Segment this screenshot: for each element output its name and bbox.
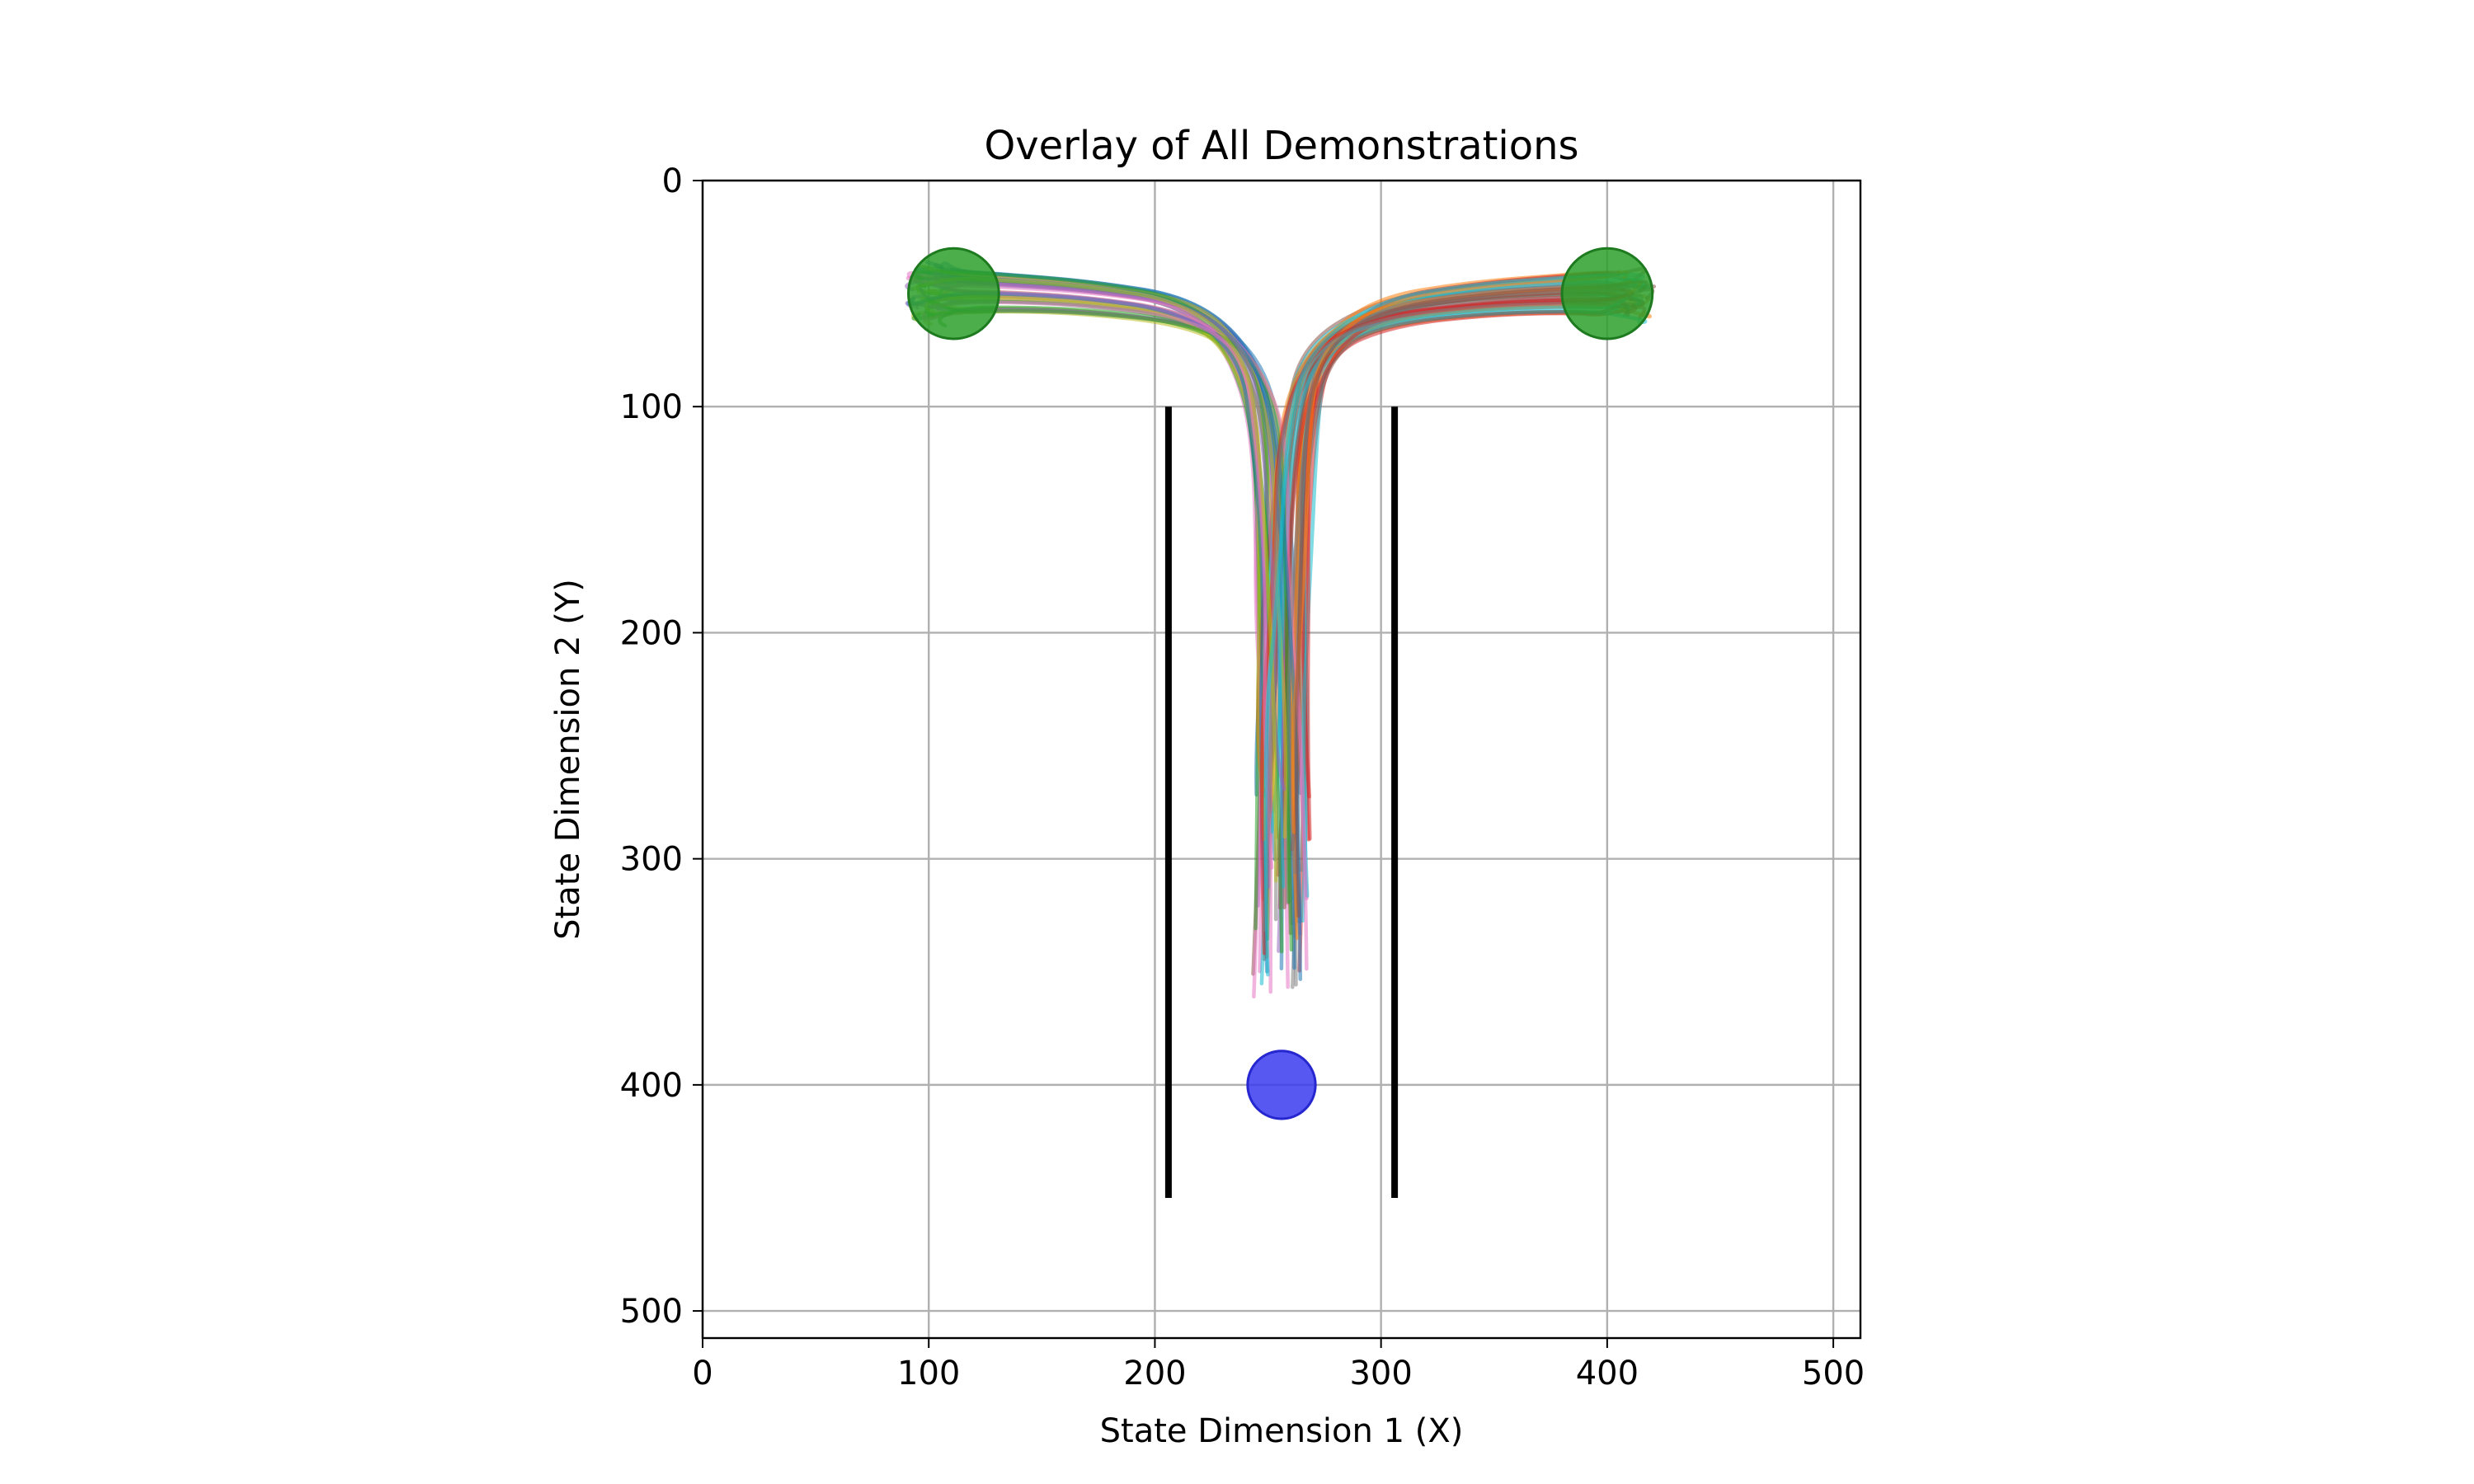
trajectory-line xyxy=(1299,298,1627,872)
y-tick-label: 300 xyxy=(620,841,683,879)
trajectory-line xyxy=(927,289,1272,791)
trajectory-line xyxy=(916,267,1265,797)
trajectory-line xyxy=(1291,270,1630,834)
trajectory-line xyxy=(924,299,1265,798)
trajectory-line xyxy=(936,295,1290,989)
trajectory-line xyxy=(928,298,1294,952)
trajectory-line xyxy=(916,289,1271,829)
trajectory-line xyxy=(911,307,1273,942)
trajectory-line xyxy=(1291,284,1633,989)
trajectory-line xyxy=(1264,292,1651,959)
y-tick-label: 500 xyxy=(620,1293,683,1331)
trajectory-line xyxy=(929,300,1274,870)
trajectory-line xyxy=(912,273,1267,908)
trajectory-line xyxy=(915,279,1268,880)
trajectory-line xyxy=(1290,295,1630,941)
trajectory-line xyxy=(1286,284,1648,875)
x-tick-label: 0 xyxy=(692,1355,713,1392)
trajectory-line xyxy=(1292,272,1644,938)
trajectory-line xyxy=(1273,288,1634,922)
trajectory-line xyxy=(925,260,1285,971)
trajectories xyxy=(905,260,1657,999)
trajectory-line xyxy=(933,275,1263,999)
trajectory-line xyxy=(1290,302,1652,832)
trajectory-line xyxy=(920,296,1279,839)
trajectory-line xyxy=(1294,279,1649,918)
trajectory-line xyxy=(922,290,1272,805)
trajectory-line xyxy=(1305,295,1638,841)
y-tick-label: 100 xyxy=(620,388,683,426)
trajectory-line xyxy=(938,305,1291,904)
trajectory-line xyxy=(910,276,1278,883)
trajectory-line xyxy=(1291,275,1636,901)
trajectory-line xyxy=(915,293,1295,926)
trajectory-line xyxy=(1282,288,1625,909)
start-marker xyxy=(1246,1050,1317,1120)
trajectory-line xyxy=(1291,305,1629,844)
markers xyxy=(907,247,1654,1198)
plot-frame xyxy=(701,179,1862,1340)
x-tick-label: 200 xyxy=(1123,1355,1186,1392)
goal-marker xyxy=(1560,247,1654,340)
chart-title: Overlay of All Demonstrations xyxy=(984,123,1578,169)
trajectory-line xyxy=(913,275,1261,931)
trajectory-line xyxy=(924,294,1265,792)
trajectory-line xyxy=(912,270,1284,954)
y-tick-label: 0 xyxy=(662,162,683,200)
x-tick-label: 100 xyxy=(897,1355,960,1392)
trajectory-line xyxy=(1290,301,1630,852)
y-axis-label: State Dimension 2 (Y) xyxy=(549,579,587,940)
x-axis-label: State Dimension 1 (X) xyxy=(1100,1412,1464,1450)
trajectory-line xyxy=(1303,289,1645,842)
x-tick-label: 300 xyxy=(1349,1355,1412,1392)
trajectory-line xyxy=(910,309,1276,813)
trajectory-line xyxy=(1278,308,1648,889)
y-tick-label: 400 xyxy=(620,1067,683,1105)
y-tick-label: 200 xyxy=(620,614,683,652)
trajectory-line xyxy=(1277,286,1634,910)
x-tick-label: 500 xyxy=(1802,1355,1865,1392)
trajectory-line xyxy=(1301,300,1630,799)
trajectory-line xyxy=(1278,292,1634,880)
trajectory-line xyxy=(938,275,1277,862)
x-tick-label: 400 xyxy=(1576,1355,1639,1392)
trajectory-line xyxy=(905,300,1285,953)
trajectory-line xyxy=(1286,287,1655,936)
goal-marker xyxy=(907,247,1000,340)
trajectory-line xyxy=(933,279,1264,974)
trajectory-line xyxy=(1300,303,1630,923)
trajectory-line xyxy=(918,281,1270,890)
trajectory-line xyxy=(1301,276,1648,898)
trajectory-line xyxy=(1289,279,1629,793)
